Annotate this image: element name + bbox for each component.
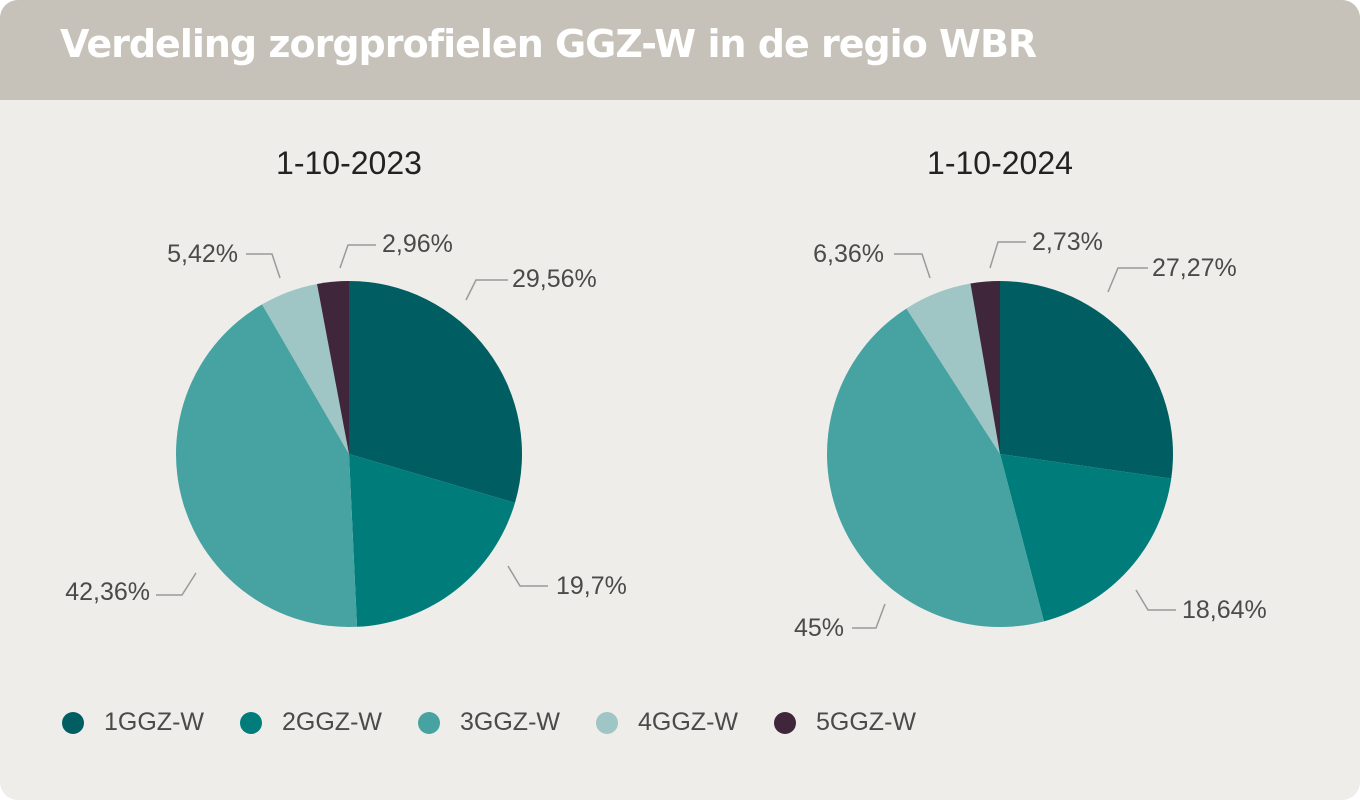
legend-label: 1GGZ-W — [104, 708, 204, 736]
data-label: 18,64% — [1182, 596, 1267, 624]
chart-title: 1-10-2023 — [276, 145, 422, 181]
pie-slice-3ggz-w — [827, 308, 1044, 627]
data-label: 2,96% — [382, 230, 453, 258]
pie-chart-1: 1-10-2023 29,56% 19,7% 42,36% 5,42% 2,96% — [65, 145, 627, 627]
page-title: Verdeling zorgprofielen GGZ-W in de regi… — [60, 22, 1037, 66]
leader-line — [1107, 267, 1148, 293]
legend-item-2ggz-w: 2GGZ-W — [240, 708, 382, 737]
data-label: 6,36% — [813, 240, 884, 268]
pie-slice-2ggz-w — [1000, 454, 1172, 622]
leader-line — [339, 244, 376, 269]
leader-line — [894, 253, 931, 279]
legend-item-1ggz-w: 1GGZ-W — [62, 708, 204, 737]
data-label: 5,42% — [167, 240, 238, 268]
pie-slice-4ggz-w — [906, 283, 1000, 454]
data-label: 45% — [794, 614, 844, 642]
leader-line — [852, 603, 886, 629]
data-label: 27,27% — [1152, 254, 1237, 282]
legend-swatch — [774, 711, 796, 734]
pie-slice-4ggz-w — [262, 283, 349, 454]
legend-swatch — [596, 711, 618, 734]
legend-item-3ggz-w: 3GGZ-W — [418, 708, 560, 737]
leader-line — [246, 253, 281, 279]
legend-item-4ggz-w: 4GGZ-W — [596, 708, 738, 737]
leader-line — [156, 572, 197, 596]
legend: 1GGZ-W 2GGZ-W 3GGZ-W 4GGZ-W 5GGZ-W — [62, 708, 952, 737]
legend-swatch — [240, 711, 262, 734]
data-label: 29,56% — [512, 265, 597, 293]
data-label: 2,73% — [1032, 228, 1103, 256]
pie-slice-5ggz-w — [970, 281, 1000, 454]
leader-line — [989, 241, 1026, 269]
pie-slice-2ggz-w — [349, 454, 515, 627]
pie-slice-1ggz-w — [1000, 281, 1173, 479]
legend-label: 3GGZ-W — [460, 708, 560, 736]
legend-item-5ggz-w: 5GGZ-W — [774, 708, 916, 737]
data-label: 42,36% — [65, 578, 150, 606]
pie-slice-1ggz-w — [349, 281, 523, 503]
legend-label: 5GGZ-W — [816, 708, 916, 736]
leader-line — [507, 565, 548, 587]
chart-title: 1-10-2024 — [927, 145, 1073, 181]
header-bar: Verdeling zorgprofielen GGZ-W in de regi… — [0, 0, 1360, 100]
leader-line — [1135, 589, 1176, 611]
leader-line — [465, 279, 508, 301]
data-label: 19,7% — [556, 572, 627, 600]
legend-swatch — [62, 711, 84, 734]
legend-swatch — [418, 711, 440, 734]
pie-slice-5ggz-w — [317, 280, 349, 454]
pie-slice-3ggz-w — [176, 304, 358, 627]
pie-chart-2: 1-10-2024 27,27% 18,64% 45% 6,36% 2,73% — [794, 145, 1267, 642]
legend-label: 4GGZ-W — [638, 708, 738, 736]
legend-label: 2GGZ-W — [282, 708, 382, 736]
